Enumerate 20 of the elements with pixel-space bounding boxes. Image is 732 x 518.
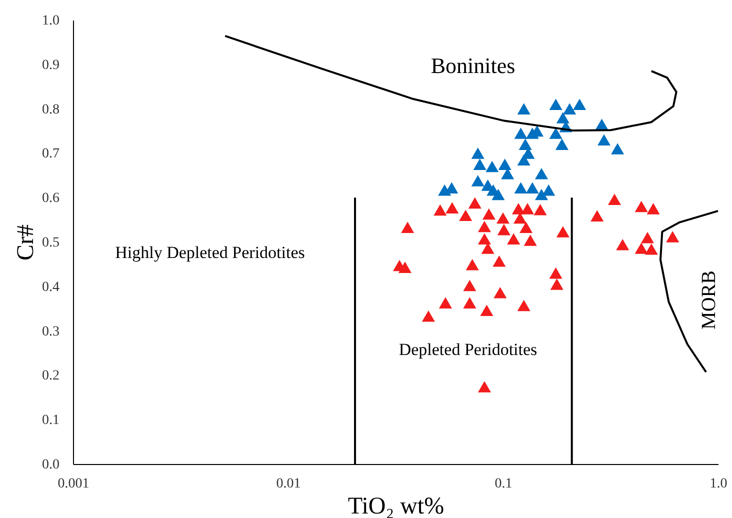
y-tick-label: 0.3 [42,324,60,340]
x-tick-label: 0.001 [58,476,90,492]
y-tick-label: 0.5 [42,236,60,250]
y-tick-label: 0.1 [42,413,60,428]
y-tick-label: 0.8 [42,102,60,118]
y-axis-title: Cr# [13,224,39,260]
y-tick-label: 0.0 [42,458,60,472]
y-tick-label: 0.2 [42,368,60,384]
x-tick-label: 1.0 [710,476,728,492]
y-tick-label: 1.0 [42,14,60,28]
x-tick-label: 0.01 [276,476,301,492]
y-tick-label: 0.7 [42,146,60,162]
annotation: Highly Depleted Peridotites [115,243,305,262]
y-tick-label: 0.6 [42,191,60,206]
y-tick-label: 0.4 [42,280,60,295]
annotation: Depleted Peridotites [398,340,538,359]
annotation: MORB [698,270,720,330]
y-tick-label: 0.9 [42,58,60,73]
annotation: Boninites [430,53,516,78]
x-tick-label: 0.1 [494,476,512,492]
